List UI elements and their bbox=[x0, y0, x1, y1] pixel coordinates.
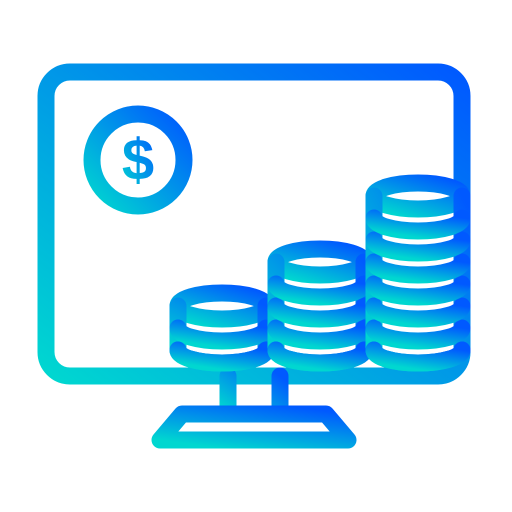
coin-stack-2-ring-2 bbox=[374, 306, 462, 319]
coin-stack-2-ring-3 bbox=[374, 284, 462, 297]
coin-stack-1-ring-1 bbox=[276, 328, 364, 341]
dollar-sign: $ bbox=[122, 128, 154, 193]
coin-stack-1-ring-2 bbox=[276, 306, 364, 319]
coin-stack-0-ring-1 bbox=[178, 328, 266, 341]
coin-stack-2-ring-5 bbox=[374, 240, 462, 253]
coin-stack-2-ring-1 bbox=[374, 328, 462, 341]
coin-stack-2-ring-4 bbox=[374, 262, 462, 275]
coin-stack-1-base bbox=[276, 350, 364, 363]
monitor-finance-coins-icon: $ bbox=[0, 0, 512, 512]
coin-stack-2-top bbox=[374, 183, 462, 209]
coin-stack-2-ring-6 bbox=[374, 218, 462, 231]
coin-stack-1-ring-3 bbox=[276, 284, 364, 297]
coin-stack-0-top bbox=[178, 293, 266, 319]
monitor-base bbox=[160, 414, 348, 440]
coin-stack-1-top bbox=[276, 249, 364, 275]
coin-stack-2-base bbox=[374, 350, 462, 363]
coin-stack-0-base bbox=[178, 350, 266, 363]
